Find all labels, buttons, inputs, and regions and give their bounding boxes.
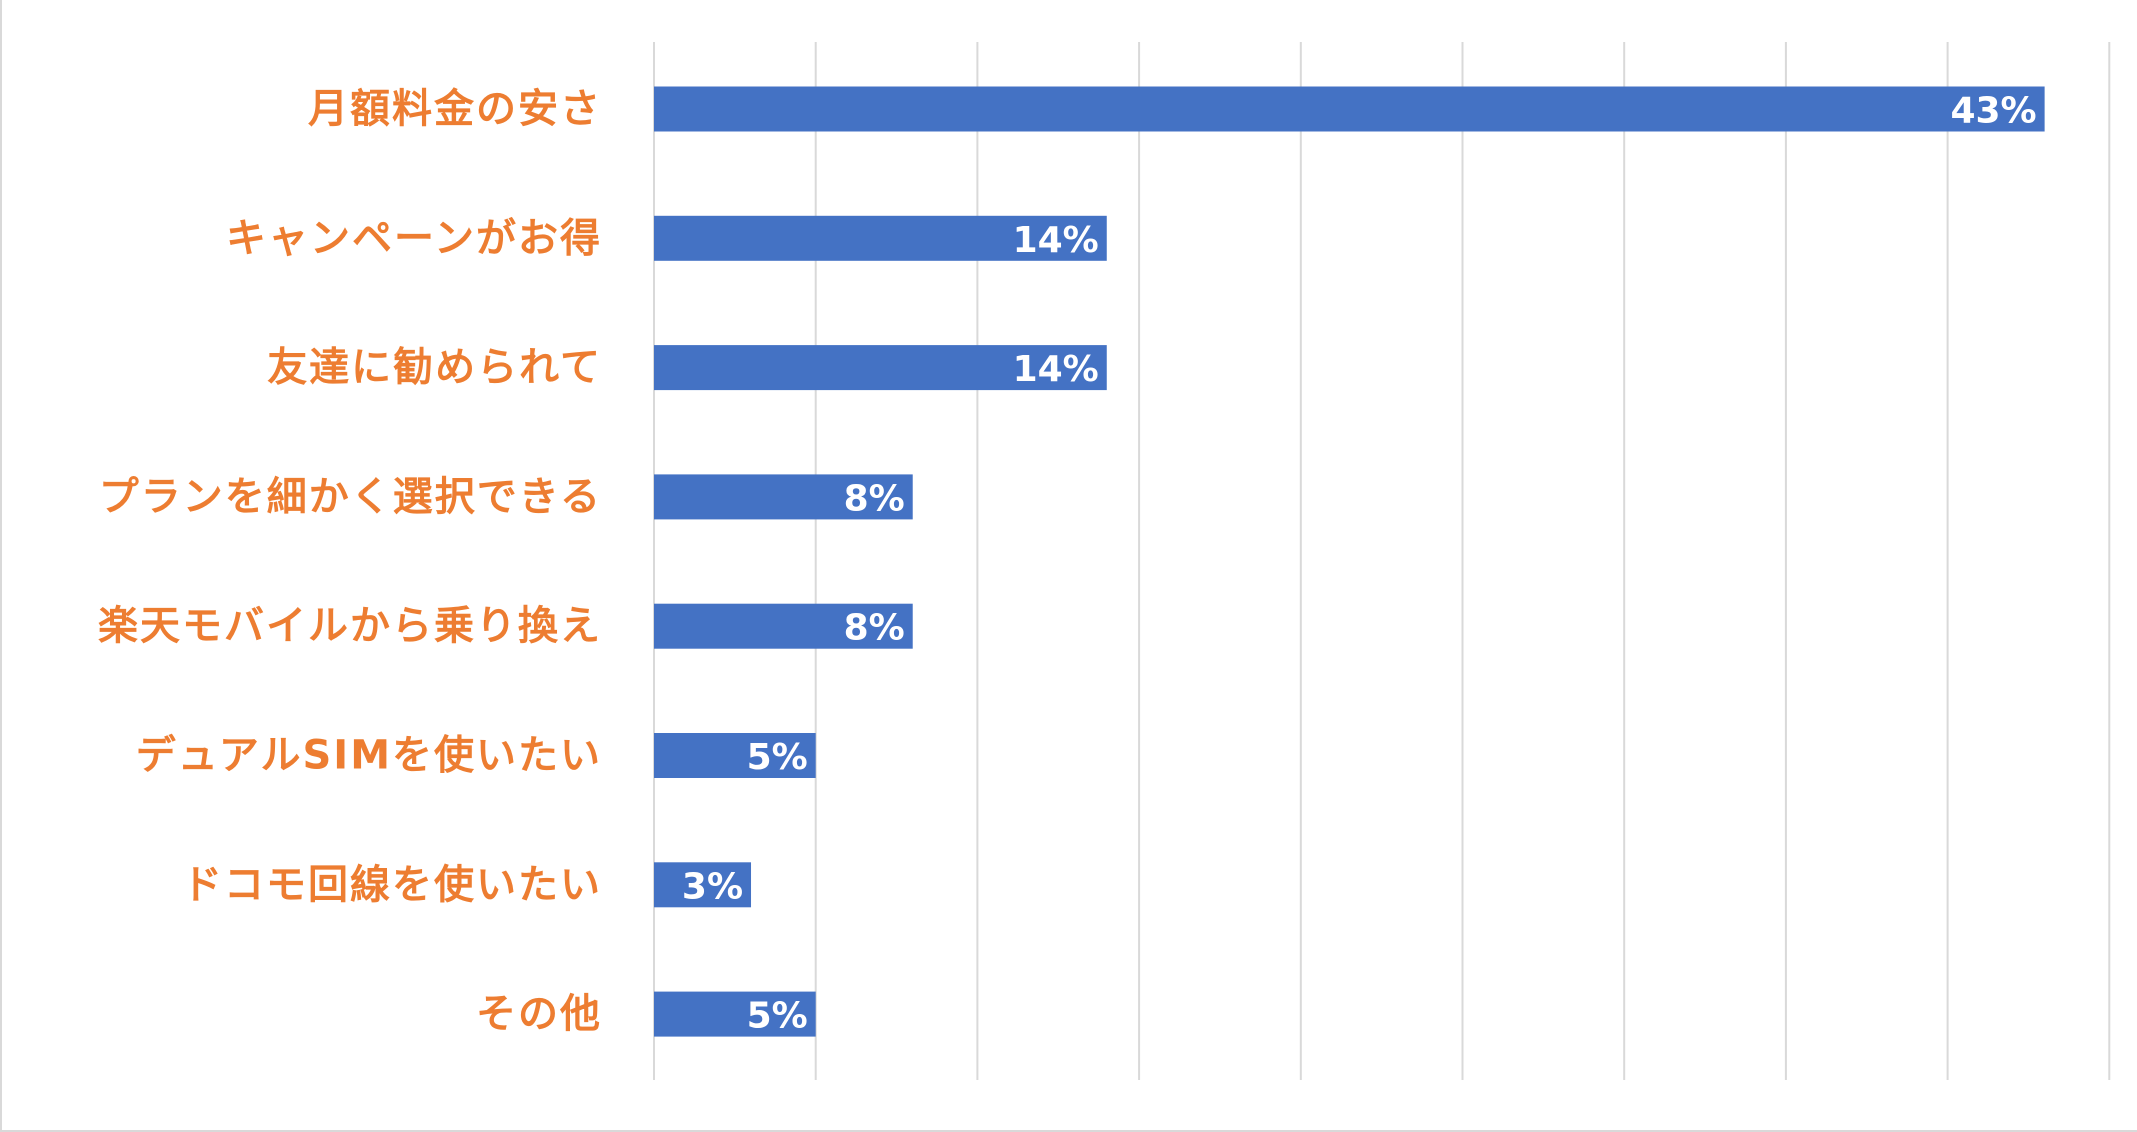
bar-6 [654, 733, 816, 778]
bar-8 [654, 991, 816, 1037]
category-label-5: 楽天モバイルから乗り換え [98, 603, 602, 649]
data-label-6: 5% [747, 737, 808, 778]
data-label-5: 8% [844, 608, 905, 649]
category-label-2: キャンペーンがお得 [226, 215, 602, 261]
category-label-4: プランを細かく選択できる [99, 474, 602, 520]
bar-3 [654, 345, 1107, 391]
data-label-3: 14% [1013, 349, 1099, 390]
data-label-7: 3% [682, 866, 743, 907]
data-label-2: 14% [1013, 220, 1099, 261]
gridlines [653, 42, 2111, 1080]
bar-1 [654, 86, 2045, 132]
data-label-1: 43% [1950, 91, 2036, 132]
bar-7 [654, 862, 752, 908]
bars [654, 86, 2045, 1037]
category-label-3: 友達に勧められて [267, 345, 602, 391]
bar-4 [654, 474, 913, 520]
bar-2 [654, 215, 1107, 261]
bar-5 [654, 603, 913, 649]
category-label-6: デュアルSIMを使いたい [136, 733, 602, 779]
data-label-4: 8% [844, 478, 905, 519]
category-label-7: ドコモ回線を使いたい [182, 862, 602, 908]
category-label-8: その他 [476, 991, 602, 1037]
data-label-8: 5% [747, 996, 808, 1037]
category-label-1: 月額料金の安さ [308, 86, 602, 132]
category-labels: 月額料金の安さキャンペーンがお得友達に勧められてプランを細かく選択できる楽天モバ… [98, 86, 602, 1037]
data-labels: 43% 14% 14% 8% 8% 5% 3% 5% [682, 91, 2037, 1037]
